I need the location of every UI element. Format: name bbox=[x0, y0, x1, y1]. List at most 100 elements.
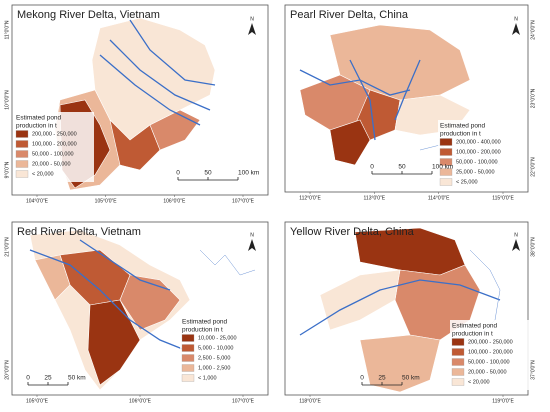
legend-title: production in t bbox=[16, 123, 57, 130]
north-label: N bbox=[250, 16, 254, 22]
map-shapes bbox=[29, 229, 256, 391]
north-arrow bbox=[512, 239, 520, 251]
y-coord-label: 21°0'0"N bbox=[4, 237, 10, 257]
legend-label: 5,000 - 10,000 bbox=[198, 345, 233, 351]
legend-swatch bbox=[181, 344, 195, 352]
legend-swatch bbox=[181, 364, 195, 372]
legend-swatch bbox=[181, 374, 195, 382]
x-coord-label: 118°0'0"E bbox=[299, 398, 321, 404]
y-coord-label: 11°0'0"N bbox=[4, 20, 10, 39]
y-coord-label: 9°0'0"N bbox=[4, 161, 10, 178]
legend-label: 25,000 - 50,000 bbox=[456, 169, 495, 175]
legend-title: Estimated pond bbox=[182, 319, 228, 326]
north-label: N bbox=[514, 16, 518, 22]
map-shapes bbox=[299, 227, 501, 393]
y-coord-label: 24°0'0"N bbox=[530, 20, 536, 40]
legend-swatch bbox=[15, 160, 29, 168]
legend-swatch bbox=[15, 150, 29, 158]
north-arrow bbox=[512, 23, 520, 35]
legend-label: 50,000 - 100,000 bbox=[32, 151, 74, 157]
y-coord-label: 22°0'0"N bbox=[530, 157, 536, 177]
scale-label: 0 bbox=[176, 170, 180, 177]
legend-swatch bbox=[15, 140, 29, 148]
legend-swatch bbox=[451, 368, 465, 376]
legend-label: 100,000 - 200,000 bbox=[32, 141, 77, 147]
legend-swatch bbox=[439, 158, 453, 166]
legend-label: 200,000 - 250,000 bbox=[32, 131, 77, 137]
legend-label: 50,000 - 100,000 bbox=[456, 159, 498, 165]
legend-swatch bbox=[439, 148, 453, 156]
x-coord-label: 113°0'0"E bbox=[364, 195, 386, 201]
scale-label: 100 km bbox=[238, 170, 259, 177]
north-label: N bbox=[514, 232, 518, 238]
legend-swatch bbox=[451, 348, 465, 356]
map-title: Pearl River Delta, China bbox=[290, 9, 409, 21]
map-title: Yellow River Delta, China bbox=[290, 226, 415, 238]
legend-title: production in t bbox=[440, 131, 481, 138]
legend-swatch bbox=[439, 168, 453, 176]
y-coord-label: 20°0'0"N bbox=[4, 360, 10, 380]
north-label: N bbox=[250, 232, 254, 238]
legend-label: < 25,000 bbox=[456, 179, 478, 185]
legend-label: < 20,000 bbox=[32, 171, 54, 177]
legend-label: 20,000 - 50,000 bbox=[32, 161, 71, 167]
map-shapes bbox=[299, 24, 501, 166]
scale-label: 0 bbox=[360, 375, 364, 382]
map-title: Mekong River Delta, Vietnam bbox=[17, 9, 160, 21]
legend-label: 200,000 - 250,000 bbox=[468, 339, 513, 345]
legend-label: 20,000 - 50,000 bbox=[468, 369, 507, 375]
x-coord-label: 114°0'0"E bbox=[428, 195, 450, 201]
x-coord-label: 107°0'0"E bbox=[232, 398, 255, 404]
scale-label: 50 bbox=[204, 170, 212, 177]
legend-swatch bbox=[181, 354, 195, 362]
legend-title: Estimated pond bbox=[16, 115, 62, 122]
scale-label: 0 bbox=[26, 375, 30, 382]
x-coord-label: 104°0'0"E bbox=[26, 198, 49, 204]
y-coord-label: 10°0'0"N bbox=[4, 90, 10, 110]
legend-label: 200,000 - 400,000 bbox=[456, 139, 501, 145]
legend-swatch bbox=[181, 334, 195, 342]
legend-label: 100,000 - 200,000 bbox=[456, 149, 501, 155]
scale-label: 0 bbox=[370, 164, 374, 171]
legend-label: < 20,000 bbox=[468, 379, 490, 385]
legend-label: 2,500 - 5,000 bbox=[198, 355, 230, 361]
scale-label: 25 bbox=[44, 375, 52, 382]
legend-label: 50,000 - 100,000 bbox=[468, 359, 510, 365]
x-coord-label: 107°0'0"E bbox=[232, 198, 255, 204]
legend-label: 1,000 - 2,500 bbox=[198, 365, 230, 371]
legend-swatch bbox=[15, 130, 29, 138]
legend-swatch bbox=[439, 178, 453, 186]
y-coord-label: 38°0'0"N bbox=[530, 237, 536, 257]
x-coord-label: 106°0'0"E bbox=[163, 198, 186, 204]
north-arrow bbox=[248, 239, 256, 251]
legend-label: 100,000 - 200,000 bbox=[468, 349, 513, 355]
map-frame bbox=[11, 4, 269, 196]
x-coord-label: 105°0'0"E bbox=[95, 198, 118, 204]
map-title: Red River Delta, Vietnam bbox=[17, 226, 141, 238]
legend-swatch bbox=[451, 338, 465, 346]
x-coord-label: 112°0'0"E bbox=[299, 195, 321, 201]
map-frame bbox=[284, 4, 529, 193]
scale-label: 25 bbox=[378, 375, 386, 382]
legend-label: 10,000 - 25,000 bbox=[198, 335, 237, 341]
legend-title: Estimated pond bbox=[452, 323, 498, 330]
legend-title: production in t bbox=[182, 327, 223, 334]
y-coord-label: 37°0'0"N bbox=[530, 360, 536, 380]
legend-label: < 1,000 bbox=[198, 375, 217, 381]
legend-swatch bbox=[15, 170, 29, 178]
x-coord-label: 106°0'0"E bbox=[129, 398, 152, 404]
x-coord-label: 105°0'0"E bbox=[26, 398, 49, 404]
legend-swatch bbox=[439, 138, 453, 146]
scale-label: 100 km bbox=[432, 164, 453, 171]
y-coord-label: 23°0'0"N bbox=[530, 88, 536, 108]
x-coord-label: 119°0'0"E bbox=[492, 398, 514, 404]
scale-label: 50 km bbox=[68, 375, 86, 382]
legend-swatch bbox=[451, 378, 465, 386]
scale-label: 50 bbox=[398, 164, 406, 171]
north-arrow bbox=[248, 23, 256, 35]
legend-title: production in t bbox=[452, 331, 493, 338]
legend-swatch bbox=[451, 358, 465, 366]
map-frame bbox=[284, 221, 529, 396]
legend-title: Estimated pond bbox=[440, 123, 486, 130]
